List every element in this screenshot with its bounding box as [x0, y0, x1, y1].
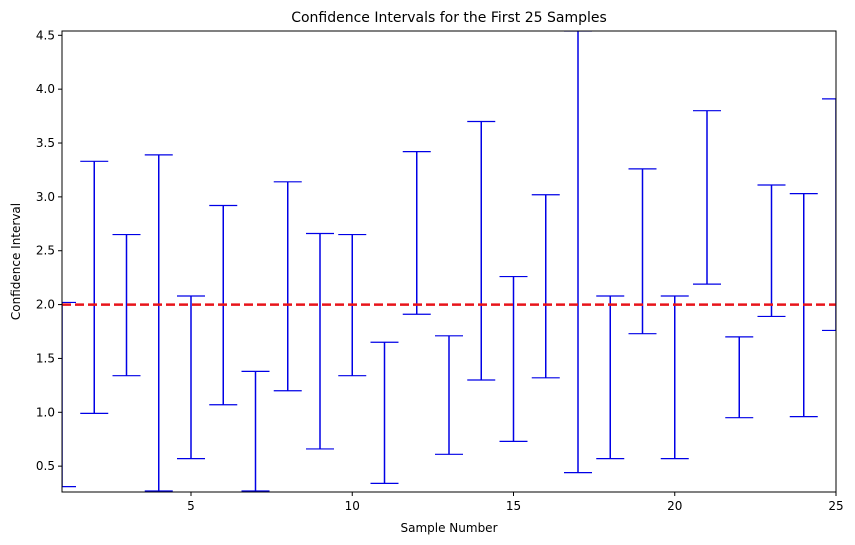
y-tick-label: 3.0 — [36, 190, 55, 204]
chart-title: Confidence Intervals for the First 25 Sa… — [291, 10, 607, 26]
interval-group — [62, 31, 836, 492]
x-axis-ticks: 5 10 15 20 25 — [187, 492, 844, 513]
x-tick-label: 20 — [667, 499, 682, 513]
y-tick-label: 4.5 — [36, 28, 55, 42]
x-tick-label: 15 — [506, 499, 521, 513]
y-tick-label: 0.5 — [36, 459, 55, 473]
y-axis-label: Confidence Interval — [9, 203, 23, 320]
y-tick-label: 3.5 — [36, 136, 55, 150]
x-tick-label: 5 — [187, 499, 195, 513]
y-tick-label: 1.5 — [36, 351, 55, 365]
x-axis-label: Sample Number — [400, 521, 497, 535]
y-tick-label: 2.5 — [36, 244, 55, 258]
y-axis-ticks: 0.5 1.0 1.5 2.0 2.5 3.0 3.5 4.0 4.5 — [36, 28, 62, 473]
y-tick-label: 1.0 — [36, 405, 55, 419]
plot-frame — [61, 30, 837, 493]
x-tick-label: 10 — [345, 499, 360, 513]
x-tick-label: 25 — [828, 499, 843, 513]
y-tick-label: 4.0 — [36, 82, 55, 96]
y-tick-label: 2.0 — [36, 298, 55, 312]
